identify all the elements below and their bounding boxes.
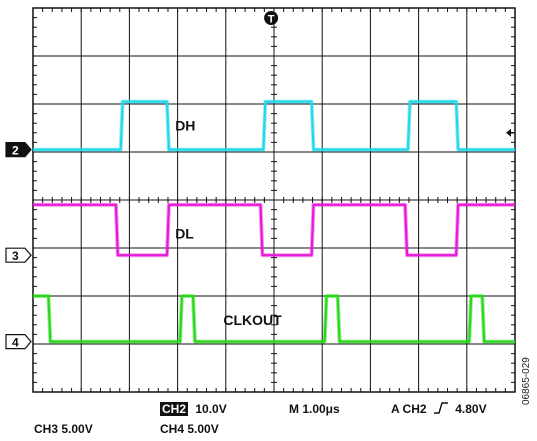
ch2-readout: CH2 10.0V (160, 402, 227, 416)
ch4-readout: CH4 5.00V (160, 422, 219, 436)
trigger-position-marker (264, 11, 279, 25)
trace-labels: DH DL CLKOUT (175, 118, 282, 328)
trigger-position-label: T (268, 14, 275, 26)
dl-trace-label: DL (175, 226, 194, 242)
rising-edge-icon (433, 402, 448, 414)
channel-4-marker-label: 4 (12, 336, 19, 350)
channel-2-marker-label: 2 (12, 144, 19, 158)
channel-2-marker (5, 142, 32, 158)
trigger-readout: A CH2 4.80V (391, 402, 487, 416)
trigger-source: A CH2 (391, 402, 427, 416)
graticule-grid (33, 8, 515, 392)
trigger-markers: T (264, 11, 514, 137)
waveform-traces (33, 99, 515, 344)
ch2-tag: CH2 (160, 402, 189, 416)
trigger-level: 4.80V (455, 402, 487, 416)
clkout-trace (33, 294, 515, 343)
channel-markers: 2 3 4 (5, 142, 32, 350)
clkout-trace-label: CLKOUT (223, 312, 282, 328)
dh-trace (33, 100, 515, 151)
channel-3-marker (5, 247, 32, 263)
ch3-readout: CH3 5.00V (34, 422, 93, 436)
channel-3-marker-label: 3 (12, 249, 19, 263)
ch2-scale: 10.0V (195, 402, 227, 416)
figure-id: 06865-029 (521, 357, 532, 405)
trigger-level-arrow (506, 128, 511, 137)
dh-trace-label: DH (175, 118, 195, 134)
dl-trace (33, 203, 515, 257)
timebase-readout: M 1.00μs (289, 402, 340, 416)
channel-4-marker (5, 334, 32, 350)
